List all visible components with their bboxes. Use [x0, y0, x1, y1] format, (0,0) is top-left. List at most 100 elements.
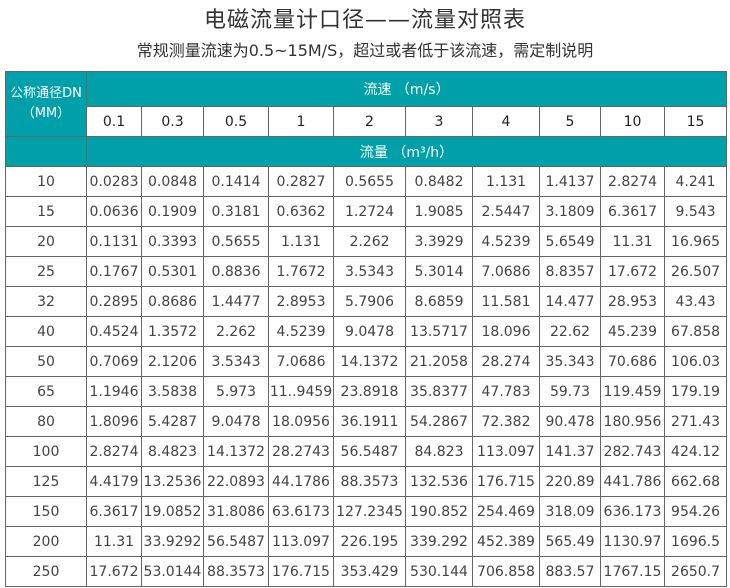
table-row: 50 0.7069 2.1206 3.5343 7.0686 14.1372 21.2058…: [5, 346, 728, 377]
flow-cell: 220.89: [539, 466, 601, 497]
flow-cell: 4.4179: [86, 466, 142, 497]
flow-cell: 452.389: [472, 526, 540, 557]
flow-cell: 43.43: [663, 286, 728, 317]
flow-cell: 14.1372: [333, 346, 406, 377]
velocity-cell: 10: [600, 106, 665, 137]
flow-cell: 0.5655: [203, 226, 269, 257]
flow-cell: 9.0478: [333, 316, 406, 347]
table-row: 250 17.672 53.0144 88.3573 176.715 353.429 530…: [5, 556, 728, 587]
flow-cell: 11.31: [600, 226, 665, 257]
dn-cell: 250: [5, 556, 87, 587]
flow-cell: 0.1909: [141, 196, 204, 227]
flow-cell: 113.097: [268, 526, 334, 557]
flow-cell: 3.5838: [141, 376, 204, 407]
flow-cell: 180.956: [600, 406, 665, 437]
flow-header-spacer: [5, 136, 87, 167]
flow-cell: 7.0686: [268, 346, 334, 377]
dn-cell: 32: [5, 286, 87, 317]
flow-cell: 1.9085: [405, 196, 473, 227]
flow-cell: 54.2867: [405, 406, 473, 437]
flow-cell: 0.6362: [268, 196, 334, 227]
flow-cell: 441.786: [600, 466, 665, 497]
flow-cell: 282.743: [600, 436, 665, 467]
flow-cell: 23.8918: [333, 376, 406, 407]
flow-cell: 56.5487: [333, 436, 406, 467]
flow-cell: 84.823: [405, 436, 473, 467]
table-row: 15 0.0636 0.1909 0.3181 0.6362 1.2724 1.9085 2.…: [5, 196, 728, 227]
dn-header: 公称通径DN （MM）: [5, 71, 87, 137]
flow-cell: 28.274: [472, 346, 540, 377]
dn-cell: 125: [5, 466, 87, 497]
table-row: 40 0.4524 1.3572 2.262 4.5239 9.0478 13.5717 18…: [5, 316, 728, 347]
flow-cell: 9.543: [663, 196, 728, 227]
flow-cell: 1130.97: [600, 526, 665, 557]
flow-cell: 26.507: [663, 256, 728, 287]
table-row: 10 0.0283 0.0848 0.1414 0.2827 0.5655 0.8482 1.…: [5, 166, 728, 197]
flow-cell: 530.144: [405, 556, 473, 587]
flow-cell: 1.7672: [268, 256, 334, 287]
flow-cell: 0.1414: [203, 166, 269, 197]
velocity-cell: 4: [472, 106, 540, 137]
flow-cell: 2.1206: [141, 346, 204, 377]
flow-cell: 47.783: [472, 376, 540, 407]
flow-cell: 954.26: [663, 496, 728, 527]
flow-cell: 2.262: [333, 226, 406, 257]
flow-cell: 11.581: [472, 286, 540, 317]
velocity-header: 流速 （m/s）: [85, 71, 728, 107]
flow-cell: 18.096: [472, 316, 540, 347]
flow-cell: 2.262: [203, 316, 269, 347]
flow-cell: 33.9292: [141, 526, 204, 557]
flow-cell: 44.1786: [268, 466, 334, 497]
flow-cell: 0.1767: [86, 256, 142, 287]
dn-header-line1: 公称通径DN: [10, 86, 82, 101]
flow-header: 流量 （m³/h）: [85, 136, 728, 167]
flow-cell: 22.62: [539, 316, 601, 347]
flow-cell: 59.73: [539, 376, 601, 407]
flow-cell: 254.469: [472, 496, 540, 527]
flow-cell: 5.3014: [405, 256, 473, 287]
flow-cell: 22.0893: [203, 466, 269, 497]
flow-cell: 119.459: [600, 376, 665, 407]
flow-cell: 1.2724: [333, 196, 406, 227]
flow-cell: 2.8274: [86, 436, 142, 467]
flow-cell: 5.6549: [539, 226, 601, 257]
flow-cell: 17.672: [86, 556, 142, 587]
flow-cell: 5.4287: [141, 406, 204, 437]
dn-cell: 200: [5, 526, 87, 557]
table-row: 200 11.31 33.9292 56.5487 113.097 226.195 339.…: [5, 526, 728, 557]
flow-cell: 28.953: [600, 286, 665, 317]
flow-cell: 56.5487: [203, 526, 269, 557]
flow-cell: 2.5447: [472, 196, 540, 227]
dn-cell: 40: [5, 316, 87, 347]
flow-cell: 0.8836: [203, 256, 269, 287]
velocity-cell: 0.5: [203, 106, 269, 137]
flow-cell: 0.0848: [141, 166, 204, 197]
flow-cell: 8.6859: [405, 286, 473, 317]
dn-cell: 150: [5, 496, 87, 527]
flow-cell: 565.49: [539, 526, 601, 557]
flow-cell: 132.536: [405, 466, 473, 497]
flow-cell: 0.4524: [86, 316, 142, 347]
table-row: 150 6.3617 19.0852 31.8086 63.6173 127.2345 19…: [5, 496, 728, 527]
flow-cell: 88.3573: [203, 556, 269, 587]
flow-cell: 0.2895: [86, 286, 142, 317]
flow-cell: 1.1946: [86, 376, 142, 407]
flow-cell: 2650.7: [663, 556, 728, 587]
flow-cell: 11..9459: [268, 376, 334, 407]
flow-cell: 13.2536: [141, 466, 204, 497]
flow-cell: 1.131: [472, 166, 540, 197]
flow-cell: 271.43: [663, 406, 728, 437]
flow-cell: 7.0686: [472, 256, 540, 287]
flow-cell: 1696.5: [663, 526, 728, 557]
dn-cell: 100: [5, 436, 87, 467]
flow-cell: 45.239: [600, 316, 665, 347]
dn-cell: 65: [5, 376, 87, 407]
flow-cell: 4.5239: [268, 316, 334, 347]
flow-cell: 0.0283: [86, 166, 142, 197]
flow-cell: 113.097: [472, 436, 540, 467]
table-row: 65 1.1946 3.5838 5.973 11..9459 23.8918 35.837…: [5, 376, 728, 407]
flow-cell: 0.3393: [141, 226, 204, 257]
flow-cell: 1767.15: [600, 556, 665, 587]
page-subtitle: 常规测量流速为0.5~15M/S，超过或者低于该流速，需定制说明: [136, 41, 594, 60]
flow-cell: 31.8086: [203, 496, 269, 527]
